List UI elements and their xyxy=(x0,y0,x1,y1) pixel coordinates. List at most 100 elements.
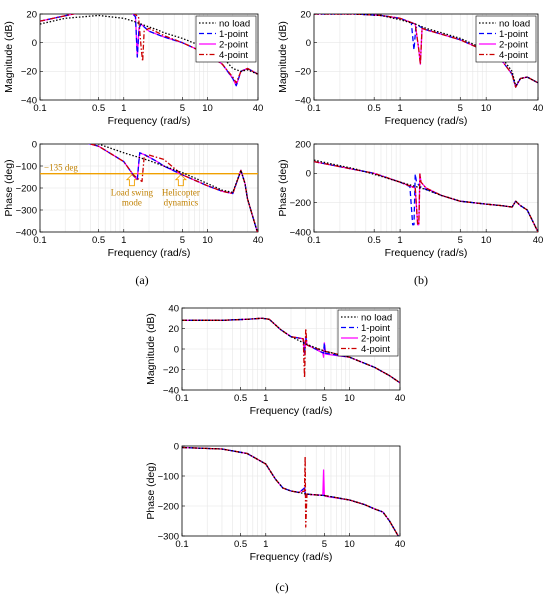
x-tick-label: 0.1 xyxy=(307,103,320,114)
series-group xyxy=(314,14,538,88)
legend-label: 1-point xyxy=(499,29,528,40)
legend-label: no load xyxy=(361,312,392,323)
x-tick-label: 0.5 xyxy=(234,539,247,550)
x-tick-label: 5 xyxy=(322,393,327,404)
series-group xyxy=(182,317,400,384)
y-tick-label: −40 xyxy=(163,385,179,396)
series-line-no-load xyxy=(96,144,258,232)
x-tick-label: 5 xyxy=(180,235,185,246)
x-axis-label: Frequency (rad/s) xyxy=(250,405,333,417)
legend-label: no load xyxy=(499,18,530,29)
x-axis-label: Frequency (rad/s) xyxy=(108,115,191,127)
x-axis-label: Frequency (rad/s) xyxy=(250,551,333,563)
x-tick-label: 1 xyxy=(121,103,126,114)
x-tick-label: 40 xyxy=(395,393,406,404)
y-axis-label: Phase (deg) xyxy=(3,159,15,216)
y-tick-label: 200 xyxy=(295,139,311,150)
legend-label: 4-point xyxy=(219,50,248,61)
x-tick-label: 40 xyxy=(253,103,264,114)
plot-frame xyxy=(313,143,539,233)
legend-label: 1-point xyxy=(219,29,248,40)
x-axis-label: Frequency (rad/s) xyxy=(385,115,468,127)
y-tick-label: 0 xyxy=(174,441,179,452)
legend-label: no load xyxy=(219,18,250,29)
legend-label: 2-point xyxy=(499,39,528,50)
series-line-no-load xyxy=(314,159,538,232)
y-tick-label: −200 xyxy=(290,198,311,209)
chart-a-phase: 0.1 0.5 1 5 10 40 −400 −300 −200 −100 0 Frequency (… xyxy=(3,139,263,259)
series-line-4-point xyxy=(40,14,258,84)
chart-c-mag: 0.1 0.5 1 5 10 40 −40 −20 0 20 40 Frequency (rad/s)… xyxy=(145,303,405,417)
x-tick-label: 0.5 xyxy=(92,235,105,246)
caption-a: (a) xyxy=(135,273,148,287)
x-tick-label: 5 xyxy=(180,103,185,114)
plot-frame xyxy=(313,13,539,101)
y-tick-label: 40 xyxy=(168,303,179,314)
x-axis-label: Frequency (rad/s) xyxy=(385,247,468,259)
y-axis-label: Magnitude (dB) xyxy=(3,21,15,93)
legend-label: 2-point xyxy=(361,333,390,344)
y-tick-label: −300 xyxy=(158,531,179,542)
y-tick-label: −400 xyxy=(290,227,311,238)
series-line-no-load xyxy=(40,14,258,75)
y-tick-label: −100 xyxy=(16,161,37,172)
x-tick-label: 0.5 xyxy=(234,393,247,404)
series-group xyxy=(314,159,538,232)
x-tick-label: 1 xyxy=(121,235,126,246)
y-tick-label: −40 xyxy=(295,95,311,106)
y-axis-label: Phase (deg) xyxy=(277,159,289,216)
series-line-no-load xyxy=(182,317,400,384)
y-tick-label: −20 xyxy=(163,365,179,376)
y-tick-label: −200 xyxy=(16,183,37,194)
chart-b-mag: 0.1 0.5 1 5 10 40 −40 −20 0 20 Frequency (rad/s) Ma… xyxy=(277,9,543,127)
legend-label: 2-point xyxy=(219,39,248,50)
heli-label-1: Helicopter xyxy=(162,188,200,198)
x-tick-label: 1 xyxy=(263,393,268,404)
x-tick-label: 5 xyxy=(458,103,463,114)
chart-c-phase: 0.1 0.5 1 5 10 40 −300 −200 −100 0 Frequency (rad/… xyxy=(145,441,405,563)
series-line-4-point xyxy=(182,317,400,384)
x-tick-label: 10 xyxy=(481,103,492,114)
x-tick-label: 40 xyxy=(533,103,544,114)
y-tick-label: −200 xyxy=(158,501,179,512)
heli-label-2: dynamics xyxy=(164,198,199,208)
x-tick-label: 40 xyxy=(533,235,544,246)
y-tick-label: 20 xyxy=(26,9,37,20)
x-tick-label: 0.5 xyxy=(368,103,381,114)
legend-label: 4-point xyxy=(499,50,528,61)
x-tick-label: 0.1 xyxy=(33,235,46,246)
x-tick-label: 0.1 xyxy=(33,103,46,114)
ref-line-label: −135 deg xyxy=(44,163,78,173)
y-tick-label: 0 xyxy=(306,38,311,49)
x-tick-label: 10 xyxy=(344,539,355,550)
chart-a-mag: 0.1 0.5 1 5 10 40 −40 −20 0 20 Frequency (rad/s) Ma… xyxy=(3,9,263,127)
x-tick-label: 5 xyxy=(322,539,327,550)
x-axis-label: Frequency (rad/s) xyxy=(108,247,191,259)
x-tick-label: 10 xyxy=(202,235,213,246)
series-group xyxy=(40,14,258,87)
caption-c: (c) xyxy=(275,580,288,594)
x-tick-label: 1 xyxy=(397,103,402,114)
y-tick-label: 0 xyxy=(32,139,37,150)
series-line-no-load xyxy=(182,446,400,536)
y-tick-label: 0 xyxy=(32,38,37,49)
series-line-1-point xyxy=(40,14,258,87)
y-tick-label: −100 xyxy=(158,471,179,482)
x-tick-label: 1 xyxy=(397,235,402,246)
series-line-4-point xyxy=(314,14,538,88)
y-tick-label: −20 xyxy=(21,67,37,78)
y-tick-label: 0 xyxy=(306,169,311,180)
x-tick-label: 0.1 xyxy=(307,235,320,246)
plot-frame xyxy=(39,13,259,101)
x-tick-label: 10 xyxy=(344,393,355,404)
y-tick-label: 0 xyxy=(174,344,179,355)
x-tick-label: 0.1 xyxy=(175,539,188,550)
y-tick-label: −400 xyxy=(16,227,37,238)
y-tick-label: −20 xyxy=(295,67,311,78)
y-tick-label: −40 xyxy=(21,95,37,106)
caption-b: (b) xyxy=(414,273,428,287)
